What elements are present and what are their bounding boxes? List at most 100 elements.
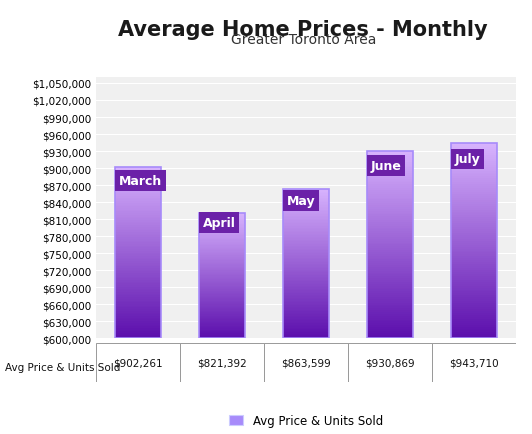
Bar xyxy=(115,337,161,339)
Bar xyxy=(283,318,329,319)
Bar xyxy=(115,198,161,200)
Bar xyxy=(283,247,329,249)
Bar xyxy=(199,213,245,214)
Bar xyxy=(199,286,245,287)
Bar xyxy=(115,184,161,186)
Bar xyxy=(451,173,497,175)
Bar xyxy=(115,190,161,191)
Bar xyxy=(367,303,413,305)
Bar xyxy=(115,315,161,316)
Text: Average Home Prices - Monthly: Average Home Prices - Monthly xyxy=(119,20,488,39)
Bar xyxy=(451,307,497,309)
Bar xyxy=(199,283,245,285)
Bar xyxy=(115,284,161,286)
Bar xyxy=(283,239,329,240)
Bar xyxy=(199,321,245,322)
Bar xyxy=(199,323,245,325)
Bar xyxy=(199,337,245,339)
Bar xyxy=(283,309,329,310)
Bar xyxy=(115,333,161,335)
Bar xyxy=(367,219,413,220)
Bar xyxy=(451,299,497,302)
Bar xyxy=(199,266,245,267)
Bar xyxy=(451,327,497,329)
Bar xyxy=(115,294,161,296)
Bar xyxy=(115,174,161,176)
Bar xyxy=(199,332,245,333)
Bar xyxy=(451,337,497,339)
Bar xyxy=(451,296,497,298)
Bar xyxy=(199,226,245,227)
Bar xyxy=(451,177,497,179)
Bar xyxy=(451,282,497,284)
Bar xyxy=(451,218,497,220)
Bar xyxy=(199,231,245,232)
Bar xyxy=(451,231,497,233)
Bar xyxy=(367,263,413,266)
Bar xyxy=(199,241,245,242)
Bar xyxy=(367,309,413,310)
Bar xyxy=(451,165,497,167)
Bar xyxy=(115,297,161,299)
Bar xyxy=(367,187,413,189)
Bar xyxy=(283,255,329,256)
Bar xyxy=(451,152,497,154)
Bar xyxy=(367,316,413,318)
Bar xyxy=(451,175,497,177)
Bar xyxy=(115,335,161,337)
Bar xyxy=(451,154,497,156)
Bar xyxy=(283,209,329,210)
Bar xyxy=(367,198,413,200)
Bar xyxy=(115,178,161,179)
Bar xyxy=(283,312,329,313)
Text: March: March xyxy=(119,174,162,187)
Bar xyxy=(283,313,329,315)
Bar xyxy=(283,244,329,246)
Bar xyxy=(367,267,413,269)
Bar xyxy=(283,215,329,216)
Bar xyxy=(199,222,245,223)
Bar xyxy=(199,275,245,276)
Bar xyxy=(115,273,161,275)
Bar xyxy=(115,210,161,212)
Bar xyxy=(199,322,245,323)
Bar xyxy=(367,269,413,271)
Bar xyxy=(199,227,245,228)
FancyBboxPatch shape xyxy=(432,343,516,382)
Bar xyxy=(283,301,329,302)
Bar xyxy=(115,248,161,250)
Bar xyxy=(115,246,161,248)
Bar xyxy=(115,253,161,255)
Bar xyxy=(451,169,497,171)
Bar xyxy=(199,256,245,257)
Bar xyxy=(199,273,245,275)
Bar xyxy=(199,265,245,266)
Bar xyxy=(115,323,161,325)
Bar xyxy=(115,171,161,173)
Bar xyxy=(283,334,329,335)
Bar xyxy=(367,277,413,279)
Bar xyxy=(451,247,497,249)
Bar xyxy=(199,272,245,273)
Bar xyxy=(451,161,497,164)
Bar xyxy=(451,144,497,339)
Bar xyxy=(115,258,161,260)
Bar xyxy=(199,329,245,330)
Bar xyxy=(283,258,329,260)
Bar xyxy=(283,310,329,312)
Bar xyxy=(451,266,497,269)
Bar xyxy=(451,181,497,183)
Bar xyxy=(367,155,413,157)
Bar xyxy=(283,328,329,329)
Bar xyxy=(283,192,329,194)
Bar xyxy=(283,189,329,339)
Bar xyxy=(199,278,245,279)
Bar xyxy=(283,230,329,231)
Bar xyxy=(451,148,497,150)
Bar xyxy=(283,203,329,204)
Bar xyxy=(199,268,245,270)
Text: May: May xyxy=(287,195,315,208)
Bar xyxy=(451,156,497,158)
Bar xyxy=(199,293,245,295)
Bar xyxy=(367,151,413,153)
